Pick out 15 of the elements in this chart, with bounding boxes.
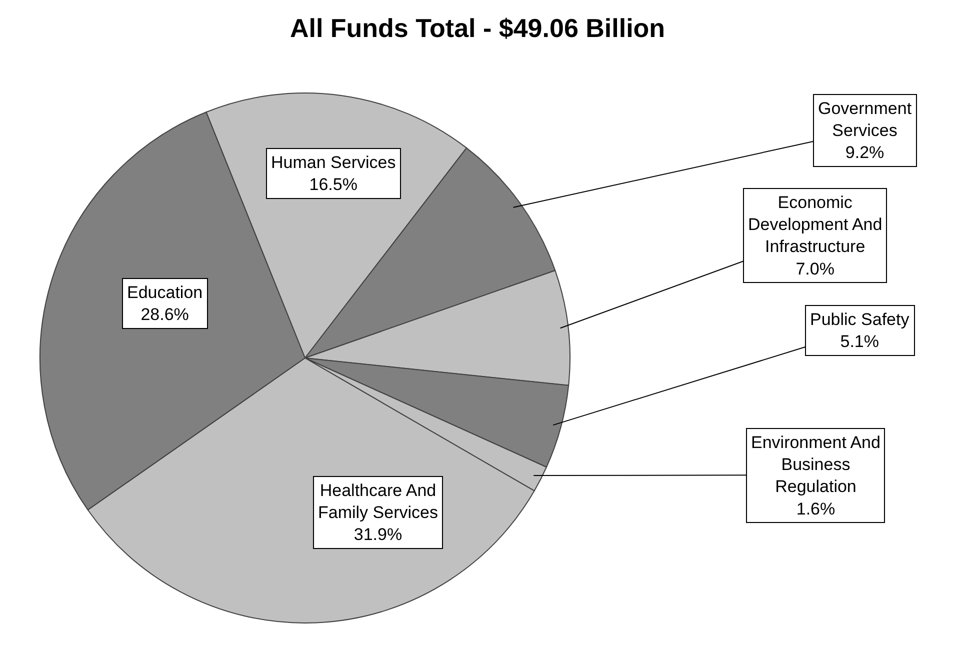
data-label: 7.0% — [796, 259, 834, 278]
data-label: 1.6% — [796, 499, 836, 518]
data-label: 31.9% — [354, 525, 402, 544]
slice-label: Environment And Business Regulation — [751, 433, 880, 496]
slice-label: Economic Development And Infrastructure — [748, 193, 882, 256]
data-label: 9.2% — [845, 143, 884, 162]
data-label: 5.1% — [840, 332, 879, 352]
slice-label: Government Services — [818, 99, 912, 140]
data-label: 28.6% — [140, 305, 189, 324]
chart-title: All Funds Total - $49.06 Billion — [290, 13, 666, 44]
data-label: 16.5% — [309, 175, 358, 194]
slice-label: Education — [127, 283, 203, 302]
slice-label: Healthcare And Family Services — [318, 481, 438, 522]
slice-label: Public Safety — [810, 310, 910, 329]
slice-label: Human Services — [271, 153, 396, 172]
